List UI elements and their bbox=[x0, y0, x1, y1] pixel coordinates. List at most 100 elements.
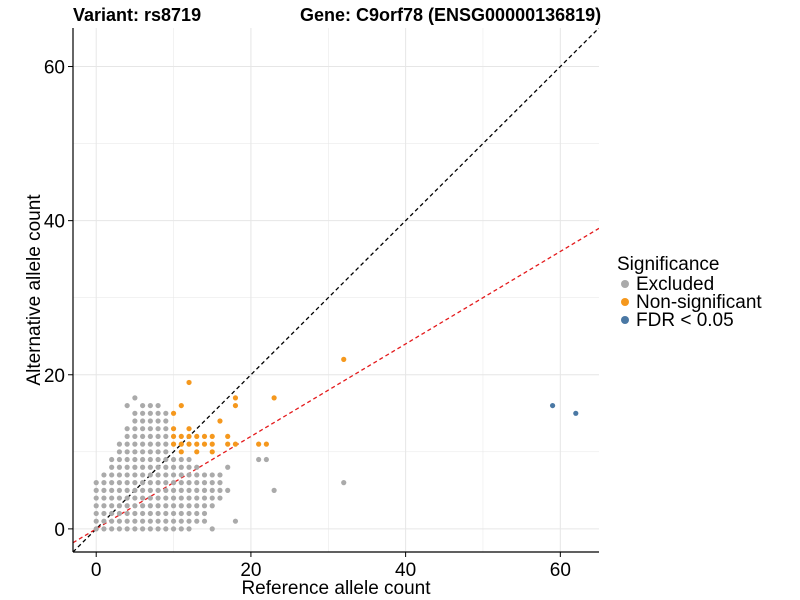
point-excluded bbox=[132, 518, 138, 524]
point-fdr-0-05 bbox=[573, 410, 579, 416]
point-excluded bbox=[116, 441, 123, 447]
point-excluded bbox=[101, 472, 107, 478]
legend-key bbox=[621, 280, 629, 288]
point-non-significant bbox=[178, 441, 184, 447]
y-tick-label: 0 bbox=[54, 520, 65, 541]
point-non-significant bbox=[209, 449, 215, 455]
point-excluded bbox=[186, 480, 192, 486]
point-excluded bbox=[124, 402, 130, 409]
point-excluded bbox=[147, 418, 153, 424]
point-excluded bbox=[147, 402, 153, 409]
point-excluded bbox=[116, 526, 123, 532]
point-non-significant bbox=[209, 433, 215, 440]
point-excluded bbox=[155, 510, 161, 517]
point-excluded bbox=[140, 402, 146, 409]
point-excluded bbox=[116, 464, 123, 470]
point-non-significant bbox=[194, 449, 200, 455]
point-excluded bbox=[124, 526, 130, 532]
point-non-significant bbox=[271, 395, 277, 401]
point-excluded bbox=[140, 472, 146, 478]
point-non-significant bbox=[170, 433, 177, 440]
point-excluded bbox=[194, 503, 200, 509]
point-excluded bbox=[155, 449, 161, 455]
point-excluded bbox=[178, 472, 184, 478]
point-excluded bbox=[170, 503, 177, 509]
point-excluded bbox=[217, 480, 223, 486]
point-excluded bbox=[194, 464, 200, 470]
point-excluded bbox=[124, 510, 130, 517]
point-excluded bbox=[132, 487, 138, 493]
point-excluded bbox=[217, 495, 223, 501]
point-excluded bbox=[132, 449, 138, 455]
point-excluded bbox=[109, 480, 115, 486]
point-excluded bbox=[140, 480, 146, 486]
point-excluded bbox=[271, 487, 277, 493]
point-excluded bbox=[132, 526, 138, 532]
point-excluded bbox=[93, 503, 99, 509]
point-non-significant bbox=[225, 433, 231, 440]
point-excluded bbox=[170, 480, 177, 486]
point-fdr-0-05 bbox=[549, 402, 556, 409]
point-excluded bbox=[147, 441, 153, 447]
point-excluded bbox=[163, 495, 169, 501]
reference-lines bbox=[73, 28, 599, 552]
point-excluded bbox=[155, 418, 161, 424]
point-excluded bbox=[170, 518, 177, 524]
point-excluded bbox=[116, 518, 123, 524]
point-non-significant bbox=[186, 379, 192, 386]
legend-title: Significance bbox=[617, 254, 719, 275]
point-excluded bbox=[178, 456, 184, 463]
point-excluded bbox=[124, 456, 130, 463]
x-tick-label: 20 bbox=[240, 560, 261, 581]
point-excluded bbox=[109, 495, 115, 501]
point-excluded bbox=[116, 503, 123, 509]
point-excluded bbox=[124, 426, 130, 432]
point-excluded bbox=[109, 464, 115, 470]
point-non-significant bbox=[232, 402, 239, 409]
point-excluded bbox=[132, 410, 138, 416]
data-points bbox=[93, 356, 579, 532]
point-excluded bbox=[341, 480, 347, 486]
title-gene: Gene: C9orf78 (ENSG00000136819) bbox=[300, 5, 601, 25]
point-excluded bbox=[140, 464, 146, 470]
point-non-significant bbox=[201, 441, 208, 447]
point-excluded bbox=[209, 487, 215, 493]
point-non-significant bbox=[170, 441, 177, 447]
grid bbox=[73, 28, 599, 552]
point-excluded bbox=[109, 456, 115, 463]
point-non-significant bbox=[217, 418, 223, 424]
point-excluded bbox=[140, 526, 146, 532]
point-excluded bbox=[132, 433, 138, 440]
point-excluded bbox=[155, 433, 161, 440]
point-excluded bbox=[147, 449, 153, 455]
point-excluded bbox=[170, 526, 177, 532]
point-excluded bbox=[140, 495, 146, 501]
point-excluded bbox=[124, 495, 130, 501]
point-excluded bbox=[201, 472, 208, 478]
point-excluded bbox=[232, 518, 239, 524]
point-excluded bbox=[101, 480, 107, 486]
point-excluded bbox=[101, 503, 107, 509]
y-axis-label: Alternative allele count bbox=[24, 194, 45, 386]
point-excluded bbox=[163, 456, 169, 463]
point-excluded bbox=[225, 487, 231, 493]
point-excluded bbox=[147, 472, 153, 478]
point-excluded bbox=[93, 495, 99, 501]
point-excluded bbox=[201, 495, 208, 501]
point-excluded bbox=[163, 487, 169, 493]
point-non-significant bbox=[263, 441, 269, 447]
point-excluded bbox=[186, 464, 192, 470]
point-excluded bbox=[178, 480, 184, 486]
point-excluded bbox=[163, 449, 169, 455]
point-excluded bbox=[170, 464, 177, 470]
point-non-significant bbox=[186, 426, 192, 432]
point-excluded bbox=[109, 526, 115, 532]
y-tick-label: 40 bbox=[44, 212, 65, 233]
point-excluded bbox=[163, 418, 169, 424]
point-excluded bbox=[147, 510, 153, 517]
point-excluded bbox=[201, 503, 208, 509]
point-excluded bbox=[116, 456, 123, 463]
point-non-significant bbox=[170, 410, 177, 416]
point-excluded bbox=[194, 472, 200, 478]
